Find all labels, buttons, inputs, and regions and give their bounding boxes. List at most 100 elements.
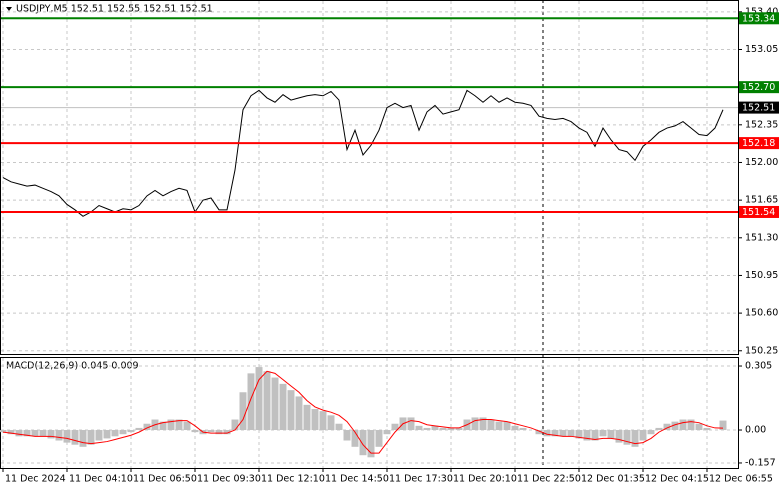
macd-bar xyxy=(335,423,343,431)
macd-bar xyxy=(327,415,335,431)
macd-bar xyxy=(551,430,559,437)
macd-bar xyxy=(303,404,311,431)
y-tick-label: 0.305 xyxy=(745,361,772,372)
macd-bar xyxy=(519,427,527,431)
macd-bar xyxy=(263,371,271,431)
macd-bar xyxy=(599,430,607,437)
macd-bar xyxy=(679,419,687,431)
macd-bar xyxy=(439,427,447,431)
x-tick-label: 12 Dec 04:15 xyxy=(645,474,709,485)
y-tick-label: 152.00 xyxy=(745,157,778,168)
macd-bar xyxy=(23,430,31,437)
macd-bar xyxy=(15,430,23,437)
macd-bar xyxy=(87,430,95,445)
macd-bar xyxy=(127,430,135,433)
menu-arrow xyxy=(6,7,12,11)
x-tick-label: 11 Dec 06:50 xyxy=(133,474,197,485)
macd-bar xyxy=(487,419,495,431)
macd-bar xyxy=(695,423,703,431)
macd-bar xyxy=(47,430,55,439)
macd-bar xyxy=(415,425,423,431)
macd-bar xyxy=(279,383,287,431)
y-tick-label: 150.95 xyxy=(745,270,778,281)
macd-bar xyxy=(471,417,479,431)
macd-bar xyxy=(663,423,671,431)
macd-bar xyxy=(167,419,175,431)
last-price-box xyxy=(739,101,779,114)
y-tick-label: 153.05 xyxy=(745,44,778,55)
macd-bar xyxy=(607,430,615,439)
chart-title: USDJPY,M5 152.51 152.55 152.51 152.51 xyxy=(16,4,213,15)
x-tick-label: 11 Dec 2024 xyxy=(5,474,66,485)
macd-bar xyxy=(71,430,79,445)
macd-bar xyxy=(479,417,487,431)
x-tick-label: 11 Dec 17:30 xyxy=(389,474,453,485)
level-label-box xyxy=(739,12,779,25)
macd-bar xyxy=(143,423,151,431)
macd-bar xyxy=(31,430,39,437)
macd-bar xyxy=(191,430,199,433)
macd-bar xyxy=(63,430,71,443)
y-tick-label: 151.65 xyxy=(745,195,778,206)
macd-panel xyxy=(0,357,739,469)
macd-bar xyxy=(647,430,655,435)
macd-bar xyxy=(431,425,439,431)
x-tick-label: 11 Dec 14:50 xyxy=(325,474,389,485)
macd-bar xyxy=(95,430,103,441)
y-tick-label: 153.40 xyxy=(745,6,778,17)
macd-bar xyxy=(719,420,727,431)
macd-bar xyxy=(39,430,47,437)
x-tick-label: 11 Dec 12:10 xyxy=(261,474,325,485)
macd-bar xyxy=(655,427,663,431)
macd-bar xyxy=(351,430,359,447)
y-tick-label: 0.00 xyxy=(745,425,766,436)
macd-bar xyxy=(383,430,391,435)
macd-bar xyxy=(111,430,119,437)
x-tick-label: 11 Dec 04:10 xyxy=(69,474,133,485)
macd-bar xyxy=(183,421,191,431)
macd-bar xyxy=(703,427,711,431)
price-panel xyxy=(0,0,739,355)
x-tick-label: 11 Dec 20:10 xyxy=(453,474,517,485)
macd-bar xyxy=(591,430,599,441)
macd-bar xyxy=(375,430,383,447)
level-label: 152.70 xyxy=(742,82,775,93)
macd-bar xyxy=(7,430,15,435)
macd-bar xyxy=(559,430,567,437)
macd-bar xyxy=(239,392,247,431)
macd-bar xyxy=(343,430,351,441)
macd-bar xyxy=(287,390,295,431)
macd-bar xyxy=(175,419,183,431)
last-price-label: 152.51 xyxy=(742,103,775,114)
macd-bar xyxy=(223,430,231,435)
level-label: 153.34 xyxy=(742,13,775,24)
macd-bar xyxy=(543,430,551,437)
macd-bar xyxy=(231,419,239,431)
macd-bar xyxy=(615,430,623,443)
macd-bar xyxy=(311,409,319,431)
macd-bar xyxy=(359,430,367,456)
macd-bar xyxy=(55,430,63,441)
level-label: 152.18 xyxy=(742,138,775,149)
macd-bar xyxy=(119,430,127,435)
macd-bar xyxy=(135,427,143,431)
macd-bar xyxy=(623,430,631,445)
y-tick-label: 150.25 xyxy=(745,345,778,356)
x-tick-label: 12 Dec 06:55 xyxy=(709,474,773,485)
macd-bar xyxy=(407,417,415,431)
macd-bar xyxy=(423,427,431,431)
macd-bar xyxy=(583,430,591,441)
macd-bar xyxy=(631,430,639,447)
macd-bar xyxy=(391,423,399,431)
y-tick-label: 152.35 xyxy=(745,119,778,130)
y-tick-label: -0.157 xyxy=(745,457,776,468)
macd-bar xyxy=(503,421,511,431)
macd-bar xyxy=(319,411,327,431)
macd-bar xyxy=(455,427,463,431)
level-label-box xyxy=(739,137,779,150)
macd-bar xyxy=(447,427,455,431)
macd-bar xyxy=(103,430,111,439)
macd-bar xyxy=(0,430,7,433)
